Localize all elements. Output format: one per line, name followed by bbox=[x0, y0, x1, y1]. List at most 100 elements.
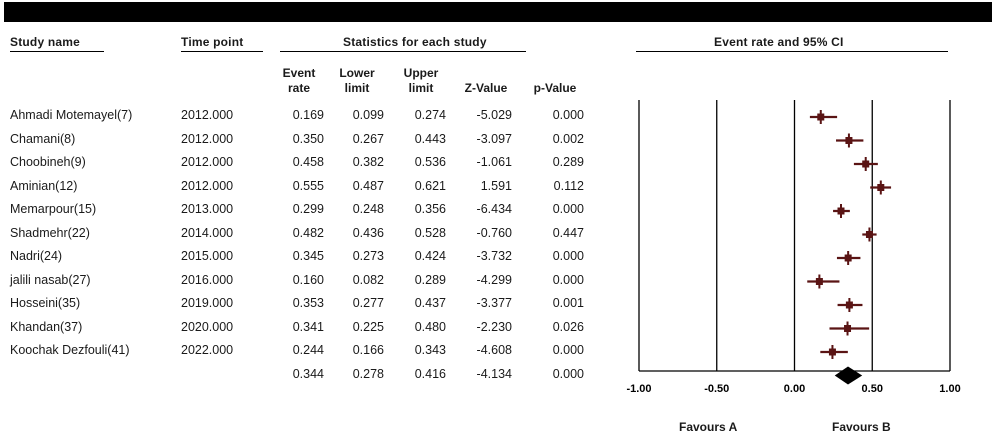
x-tick-label: 0.50 bbox=[862, 383, 883, 395]
time-point-cell: 2012.000 bbox=[181, 108, 234, 122]
point-estimate-box bbox=[828, 348, 836, 356]
p-value-cell: 0.000 bbox=[552, 272, 584, 287]
table-row: Koochak Dezfouli(41) 2022.000 0.244 0.166 0.… bbox=[0, 343, 600, 365]
header-underline-plot bbox=[636, 51, 948, 52]
z-value-cell: -3.732 bbox=[476, 249, 512, 263]
upper-limit-cell: 0.424 bbox=[414, 249, 446, 263]
upper-limit-cell: 0.536 bbox=[414, 155, 446, 169]
event-rate-cell: 0.353 bbox=[292, 296, 324, 310]
lower-limit-cell: 0.099 bbox=[352, 108, 384, 122]
z-value-cell: 1.591 bbox=[480, 178, 512, 193]
study-name-cell: Ahmadi Motemayel(7) bbox=[10, 108, 133, 122]
study-name-cell: Nadri(24) bbox=[10, 249, 63, 263]
z-value-cell: -1.061 bbox=[476, 155, 512, 169]
lower-limit-cell: 0.225 bbox=[352, 319, 384, 334]
upper-limit-cell: 0.437 bbox=[414, 296, 446, 310]
x-tick-label: -0.50 bbox=[704, 383, 729, 395]
table-row: Shadmehr(22) 2014.000 0.482 0.436 0.528 -0.76… bbox=[0, 226, 600, 248]
study-name-cell: Shadmehr(22) bbox=[10, 225, 90, 240]
column-p-value: p-Value bbox=[533, 81, 577, 95]
upper-limit-cell: 0.274 bbox=[414, 108, 446, 122]
z-value-cell: -3.377 bbox=[476, 296, 512, 310]
p-value-cell: 0.289 bbox=[552, 155, 584, 169]
lower-limit-cell: 0.278 bbox=[352, 366, 384, 381]
z-value-cell: -0.760 bbox=[476, 225, 512, 240]
point-estimate-box bbox=[844, 254, 852, 262]
study-name-cell: Chamani(8) bbox=[10, 131, 76, 146]
table-row: Ahmadi Motemayel(7) 2012.000 0.169 0.099 0.2… bbox=[0, 108, 600, 130]
column-event-rate-line2: rate bbox=[287, 81, 310, 95]
column-lower-line2: limit bbox=[344, 81, 370, 95]
lower-limit-cell: 0.487 bbox=[352, 178, 384, 193]
point-estimate-box bbox=[817, 113, 825, 121]
lower-limit-cell: 0.267 bbox=[352, 131, 384, 146]
column-lower-limit: Lower limit bbox=[332, 66, 382, 96]
header-time-point: Time point bbox=[181, 35, 244, 49]
table-row: Choobineh(9) 2012.000 0.458 0.382 0.536 -1.06… bbox=[0, 155, 600, 177]
event-rate-cell: 0.345 bbox=[292, 249, 324, 263]
time-point-cell: 2012.000 bbox=[181, 178, 234, 193]
time-point-cell: 2019.000 bbox=[181, 296, 234, 310]
upper-limit-cell: 0.528 bbox=[414, 225, 446, 240]
p-value-cell: 0.000 bbox=[552, 249, 584, 263]
x-tick-label: 0.00 bbox=[784, 383, 805, 395]
lower-limit-cell: 0.273 bbox=[352, 249, 384, 263]
table-row: Hosseini(35) 2019.000 0.353 0.277 0.437 -3.37… bbox=[0, 296, 600, 318]
study-name-cell: Koochak Dezfouli(41) bbox=[10, 343, 130, 357]
time-point-cell: 2016.000 bbox=[181, 272, 234, 287]
p-value-cell: 0.000 bbox=[552, 108, 584, 122]
favours-b-label: Favours B bbox=[832, 420, 891, 434]
column-upper-limit: Upper limit bbox=[396, 66, 446, 96]
point-estimate-box bbox=[862, 160, 870, 168]
z-value-cell: -4.299 bbox=[476, 272, 512, 287]
z-value-cell: -4.608 bbox=[476, 343, 512, 357]
point-estimate-box bbox=[845, 301, 853, 309]
summary-diamond bbox=[834, 366, 863, 385]
header-statistics: Statistics for each study bbox=[343, 35, 487, 49]
lower-limit-cell: 0.436 bbox=[352, 225, 384, 240]
p-value-cell: 0.001 bbox=[552, 296, 584, 310]
time-point-cell: 2012.000 bbox=[181, 155, 234, 169]
time-point-cell: 2013.000 bbox=[181, 202, 234, 216]
column-upper-line2: limit bbox=[408, 81, 434, 95]
lower-limit-cell: 0.166 bbox=[352, 343, 384, 357]
column-z-value: Z-Value bbox=[464, 81, 508, 95]
lower-limit-cell: 0.248 bbox=[352, 202, 384, 216]
top-bar bbox=[4, 2, 992, 22]
upper-limit-cell: 0.289 bbox=[414, 272, 446, 287]
p-value-cell: 0.447 bbox=[552, 225, 584, 240]
event-rate-cell: 0.482 bbox=[292, 225, 324, 240]
study-name-cell: Hosseini(35) bbox=[10, 296, 81, 310]
time-point-cell: 2014.000 bbox=[181, 225, 234, 240]
x-tick-label: -1.00 bbox=[626, 383, 651, 395]
header-underline-stats bbox=[280, 51, 526, 52]
z-value-cell: -5.029 bbox=[476, 108, 512, 122]
point-estimate-box bbox=[877, 184, 885, 191]
column-event-rate: Event rate bbox=[274, 66, 324, 96]
p-value-cell: 0.000 bbox=[552, 366, 584, 381]
z-value-cell: -2.230 bbox=[476, 319, 512, 334]
study-name-cell: jalili nasab(27) bbox=[10, 272, 91, 287]
header-study-name: Study name bbox=[10, 35, 81, 49]
event-rate-cell: 0.344 bbox=[292, 366, 324, 381]
upper-limit-cell: 0.480 bbox=[414, 319, 446, 334]
favours-a-label: Favours A bbox=[679, 420, 738, 434]
time-point-cell: 2012.000 bbox=[181, 131, 234, 146]
column-event-rate-line1: Event bbox=[282, 66, 316, 80]
header-plot-title: Event rate and 95% CI bbox=[714, 35, 844, 49]
event-rate-cell: 0.458 bbox=[292, 155, 324, 169]
point-estimate-box bbox=[865, 231, 873, 238]
event-rate-cell: 0.160 bbox=[292, 272, 324, 287]
upper-limit-cell: 0.621 bbox=[414, 178, 446, 193]
event-rate-cell: 0.341 bbox=[292, 319, 324, 334]
column-lower-line1: Lower bbox=[339, 66, 375, 80]
upper-limit-cell: 0.416 bbox=[414, 366, 446, 381]
point-estimate-box bbox=[845, 137, 853, 144]
p-value-cell: 0.002 bbox=[552, 131, 584, 146]
study-name-cell: Choobineh(9) bbox=[10, 155, 86, 169]
z-value-cell: -3.097 bbox=[476, 131, 512, 146]
p-value-cell: 0.000 bbox=[552, 202, 584, 216]
table-row: Chamani(8) 2012.000 0.350 0.267 0.443 -3.097 0… bbox=[0, 132, 600, 154]
event-rate-cell: 0.244 bbox=[292, 343, 324, 357]
time-point-cell: 2015.000 bbox=[181, 249, 234, 263]
